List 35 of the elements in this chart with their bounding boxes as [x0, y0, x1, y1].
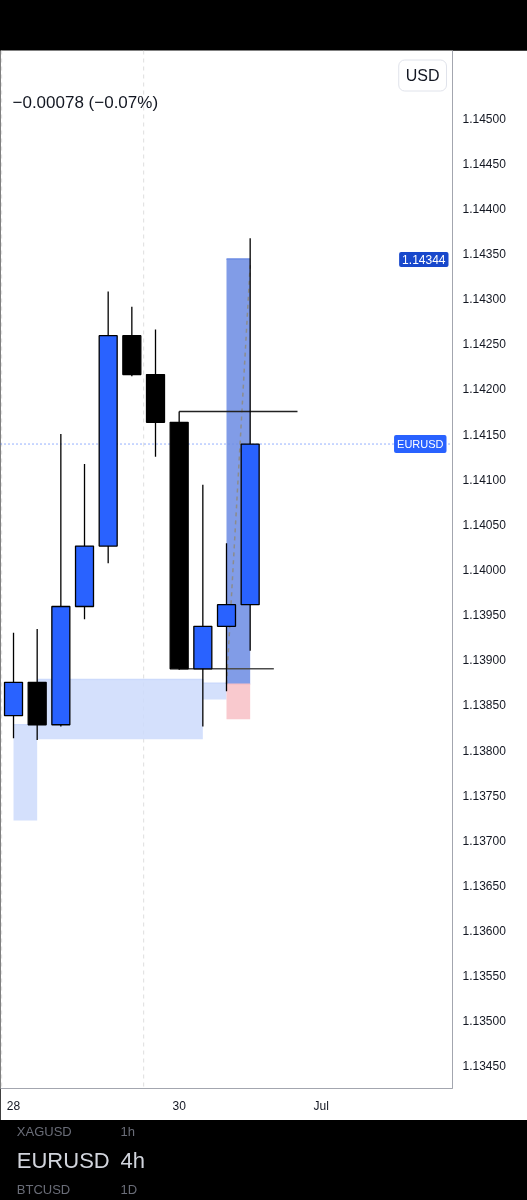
text: 1h: [120, 1124, 136, 1139]
annotation: −0.00078 (−0.07%): [12, 93, 159, 112]
x-tick-label: 30: [172, 1098, 187, 1113]
y-tick-label: 1.13500: [462, 1014, 507, 1029]
y-tick-label: 1.13850: [462, 698, 507, 713]
ref-line-label: EURUSD: [397, 438, 444, 451]
text: 4h: [120, 1148, 146, 1173]
text: BTCUSD: [16, 1182, 71, 1197]
y-tick-label: 1.13650: [462, 878, 507, 893]
y-tick-label: 1.14400: [462, 201, 507, 216]
y-tick-label: 1.14200: [462, 382, 507, 397]
y-tick-label: 1.13900: [462, 653, 507, 668]
annotation: 1.14344: [402, 253, 446, 267]
text: EURUSD: [16, 1148, 110, 1173]
text: 1D: [120, 1182, 138, 1197]
y-tick-label: 1.13550: [462, 969, 507, 984]
y-tick-label: 1.14450: [462, 156, 507, 171]
x-tick-label: Jul: [313, 1098, 329, 1113]
y-tick-label: 1.14000: [462, 563, 507, 577]
y-axis-title: USD: [405, 67, 440, 84]
y-tick-label: 1.13950: [462, 608, 507, 623]
y-tick-label: 1.13600: [462, 924, 507, 939]
y-tick-label: 1.13450: [462, 1059, 507, 1074]
y-tick-label: 1.14100: [462, 472, 507, 487]
y-tick-label: 1.14300: [462, 292, 507, 307]
y-tick-label: 1.13800: [462, 743, 507, 758]
x-tick-label: 28: [6, 1098, 21, 1113]
y-tick-label: 1.13750: [462, 788, 507, 803]
y-tick-label: 1.14350: [462, 247, 507, 262]
y-tick-label: 1.14150: [462, 427, 507, 442]
y-tick-label: 1.14500: [462, 111, 507, 126]
text: XAGUSD: [16, 1124, 72, 1139]
y-tick-label: 1.14050: [462, 517, 507, 532]
y-tick-label: 1.14250: [462, 337, 507, 352]
y-tick-label: 1.13700: [462, 833, 507, 848]
